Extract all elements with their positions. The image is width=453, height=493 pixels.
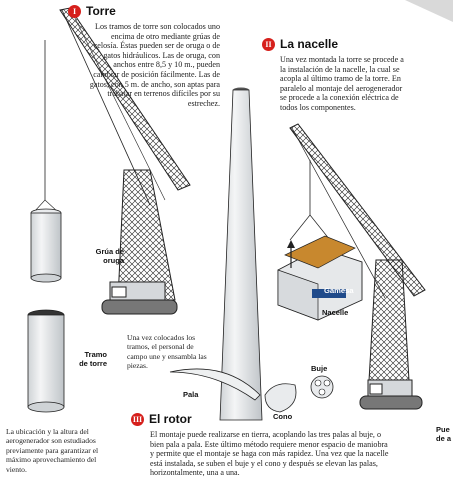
section-number-badge: II: [262, 37, 275, 51]
arrow-up-icon: [287, 240, 295, 268]
section-title: Torre: [86, 4, 116, 18]
label-pala: Pala: [183, 390, 199, 399]
section-rotor-body: El montaje puede realizarse en tierra, a…: [150, 430, 389, 478]
nacelle-brand-logo: Gamesa: [324, 286, 354, 295]
left-crane: [33, 7, 191, 315]
tower-section-base: [27, 309, 65, 413]
label-cut-right: Pue de a: [436, 425, 452, 443]
label-nacelle: Nacelle: [322, 308, 349, 317]
note-tramos: Una vez colocados los tramos, el persona…: [127, 333, 207, 371]
corner-shape: [405, 0, 453, 22]
section-title: La nacelle: [280, 37, 339, 51]
label-grua-oruga: Grúa de oruga: [95, 247, 124, 265]
hub: [310, 375, 334, 399]
right-crane: [289, 123, 426, 410]
section-rotor-header: III El rotor: [131, 412, 192, 426]
cone: [264, 383, 297, 413]
label-cono: Cono: [273, 412, 293, 421]
label-tramo-torre: Tramo de torre: [79, 350, 107, 368]
tower-section-hanging: [30, 208, 62, 283]
note-ubicacion: La ubicación y la altura del aerogenerad…: [6, 427, 99, 474]
section-torre-body: Los tramos de torre son colocados uno en…: [89, 22, 220, 108]
section-number-badge: I: [68, 4, 81, 18]
nacelle-drawing: [277, 214, 363, 321]
section-number-badge: III: [131, 412, 144, 426]
section-torre-header: I Torre: [68, 4, 116, 18]
section-nacelle-header: II La nacelle: [262, 37, 338, 51]
blade: [169, 368, 261, 401]
section-title: El rotor: [149, 412, 192, 426]
tall-tower: [219, 87, 263, 421]
label-buje: Buje: [311, 364, 328, 373]
section-nacelle-body: Una vez montada la torre se procede a la…: [280, 55, 404, 112]
